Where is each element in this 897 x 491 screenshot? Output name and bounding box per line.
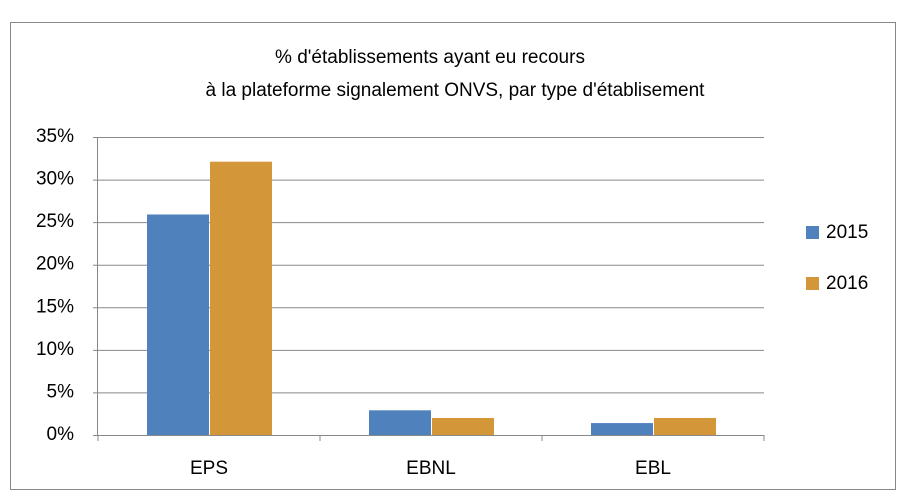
legend-swatch — [806, 277, 819, 290]
legend-label: 2015 — [826, 222, 868, 243]
bar — [654, 417, 716, 435]
bar — [369, 410, 431, 435]
x-tick-label: EBNL — [406, 458, 456, 479]
chart-title: à la plateforme signalement ONVS, par ty… — [206, 80, 706, 101]
y-tick-label: 0% — [47, 424, 75, 445]
y-tick-label: 15% — [36, 296, 74, 317]
y-tick-label: 5% — [47, 381, 75, 402]
y-tick-label: 20% — [36, 254, 74, 275]
bar — [147, 214, 209, 435]
legend-swatch — [806, 226, 819, 239]
x-tick-label: EPS — [190, 458, 228, 479]
bar — [210, 161, 272, 436]
bar — [432, 417, 494, 435]
chart-title: % d'établissements ayant eu recours — [275, 47, 585, 68]
y-tick-label: 35% — [36, 126, 74, 147]
x-tick-label: EBL — [635, 458, 671, 479]
legend-label: 2016 — [826, 273, 868, 294]
y-tick-label: 10% — [36, 339, 74, 360]
y-tick-label: 25% — [36, 211, 74, 232]
y-tick-label: 30% — [36, 169, 74, 190]
bar — [591, 423, 653, 435]
